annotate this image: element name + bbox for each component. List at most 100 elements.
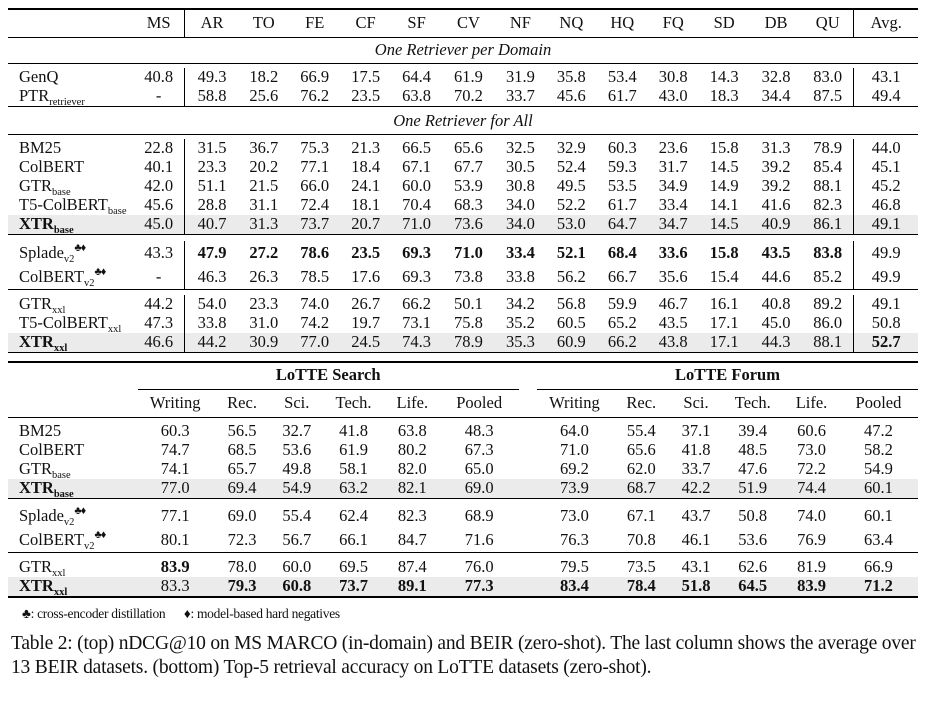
table-caption: Table 2: (top) nDCG@10 on MS MARCO (in-d… xyxy=(11,633,916,678)
cell-value: 66.9 xyxy=(864,557,893,577)
cell-value: 73.7 xyxy=(288,215,341,235)
cell-value: 45.6 xyxy=(132,196,186,215)
cell-value: 61.7 xyxy=(607,86,637,106)
table-row: GTRbase 74.1 65.7 49.8 58.1 82.0 65.0 69.2 62.0 3… xyxy=(8,458,918,481)
model-subscript: base xyxy=(52,469,71,481)
cell-value: 65.6 xyxy=(626,439,656,459)
table-row: ColBERTv2♣♦ -46.3 26.3 78.5 17.6 69.3 73.8 33.8… xyxy=(8,265,918,289)
cell-value: 67.3 xyxy=(464,439,494,459)
cell-value: 82.0 xyxy=(397,458,427,478)
cell-value: 61.9 xyxy=(454,67,483,87)
model-subscript: xxl xyxy=(107,323,122,335)
cell-value: 34.2 xyxy=(505,293,535,313)
cell-value: 39.4 xyxy=(738,420,768,440)
cell-value: 82.1 xyxy=(384,478,440,498)
cell-value: 88.1 xyxy=(802,332,855,352)
model-name: GTR xyxy=(19,458,52,478)
cell-value: 17.5 xyxy=(351,67,381,87)
cell-value: 31.0 xyxy=(249,312,279,332)
cell-value: 64.4 xyxy=(402,67,431,87)
cell-value: 73.0 xyxy=(559,506,589,526)
row-label: GTRbase xyxy=(8,177,133,199)
cell-value: 50.8 xyxy=(871,312,901,332)
col-header: FE xyxy=(288,8,341,38)
cell-value: 62.4 xyxy=(339,506,368,526)
cell-value: 87.5 xyxy=(802,87,855,107)
cell-value: 54.0 xyxy=(197,293,227,313)
cell-value: 70.4 xyxy=(402,195,431,215)
cell-value: 43.5 xyxy=(658,312,688,332)
cell-value: 47.3 xyxy=(132,313,186,333)
cell-value: 60.6 xyxy=(797,420,826,440)
cell-value: 86.0 xyxy=(802,313,855,333)
cell-value: 72.3 xyxy=(227,530,257,549)
cell-value: 25.6 xyxy=(249,86,279,106)
cell-value: 79.3 xyxy=(212,577,272,597)
cell-value: 40.8 xyxy=(761,293,791,313)
col-header: QU xyxy=(802,8,855,38)
cell-value: 47.2 xyxy=(864,420,893,440)
cell-value: 53.9 xyxy=(454,176,483,196)
cell-value: 18.1 xyxy=(351,195,381,215)
model-name: T5-ColBERT xyxy=(19,195,108,215)
cell-value: 53.4 xyxy=(607,67,637,87)
model-name: GenQ xyxy=(19,67,59,87)
cell-value: 68.9 xyxy=(464,506,494,526)
cell-value: 66.2 xyxy=(402,293,431,313)
cell-value: 78.5 xyxy=(300,266,330,286)
cell-value: 74.4 xyxy=(784,478,839,498)
cell-value: 49.1 xyxy=(871,293,901,313)
row-label: ColBERTv2♣♦ xyxy=(8,529,138,553)
model-subscript: base xyxy=(53,225,74,237)
col-header: Tech. xyxy=(734,392,771,412)
cell-value: 85.2 xyxy=(802,265,855,289)
cell-value: 49.9 xyxy=(871,242,901,262)
section-label-per-domain: One Retriever per Domain xyxy=(8,37,918,64)
cell-value: 31.9 xyxy=(505,67,535,87)
cell-value: 63.8 xyxy=(397,420,427,440)
cell-value: 30.5 xyxy=(505,157,535,177)
col-header: MS xyxy=(132,8,186,38)
cell-value: 51.1 xyxy=(197,176,227,196)
model-name: XTR xyxy=(19,576,54,596)
cell-value: 80.1 xyxy=(160,530,190,549)
cell-value: 78.9 xyxy=(442,332,495,352)
footnote: ♣: cross-encoder distillation ♦: model-b… xyxy=(8,606,918,622)
cell-value: 74.0 xyxy=(300,293,330,313)
cell-value: 70.8 xyxy=(626,530,656,549)
cell-value: 64.7 xyxy=(596,215,649,235)
training-marker-icon: ♣♦ xyxy=(94,265,107,278)
cell-value: 60.3 xyxy=(607,138,637,158)
cell-value: 62.6 xyxy=(738,557,768,577)
cell-value: 62.0 xyxy=(626,458,656,478)
cell-value: 69.2 xyxy=(559,458,589,478)
cell-value: 42.2 xyxy=(670,478,722,498)
cell-value: 23.3 xyxy=(249,293,279,313)
cell-value: 44.6 xyxy=(761,266,791,286)
cell-value: 43.3 xyxy=(132,241,186,265)
cell-value: 21.3 xyxy=(351,138,381,158)
table-row: XTRbase 45.0 40.7 31.3 73.7 20.7 71.0 73.6 34.0 5… xyxy=(8,215,918,237)
cell-value: 34.0 xyxy=(505,195,535,215)
col-header: Sci. xyxy=(284,392,310,412)
cell-value: 67.1 xyxy=(626,506,656,526)
cell-value: 65.0 xyxy=(464,458,494,478)
group-header-lotte-search: LoTTE Search xyxy=(137,360,519,390)
cell-value: 44.2 xyxy=(184,332,239,352)
cell-value: 74.3 xyxy=(390,332,443,352)
col-header: Pooled xyxy=(855,392,902,412)
cell-value: 73.8 xyxy=(454,266,483,286)
model-name: PTR xyxy=(19,86,50,106)
cell-value: 44.2 xyxy=(132,294,186,314)
col-header: SF xyxy=(390,8,443,38)
row-label: GenQ xyxy=(8,68,133,87)
cell-value: 63.2 xyxy=(322,478,385,498)
col-header: Avg. xyxy=(853,8,918,38)
cell-value: 23.3 xyxy=(197,157,227,177)
table-row: XTRbase 77.0 69.4 54.9 63.2 82.1 69.0 73.9 68.7 4… xyxy=(8,478,918,500)
cell-value: 27.2 xyxy=(249,242,279,262)
cell-value: 48.3 xyxy=(464,420,494,440)
cell-value: 60.8 xyxy=(271,577,323,597)
cell-value: 75.3 xyxy=(300,138,330,158)
model-name: GTR xyxy=(19,293,52,313)
